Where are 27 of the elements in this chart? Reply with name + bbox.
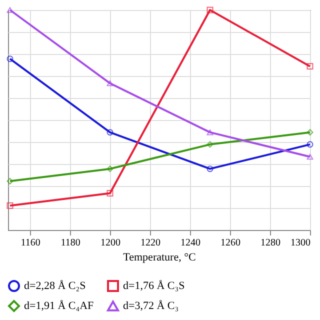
legend-label: d=1,76 Å C₃S	[123, 279, 185, 292]
point	[106, 190, 114, 196]
point	[306, 129, 314, 136]
x-tick-label: 1220	[140, 238, 160, 248]
point	[306, 154, 314, 160]
point	[6, 7, 14, 13]
point	[306, 63, 314, 70]
x-tick-label: 1180	[60, 238, 80, 248]
point	[6, 178, 14, 184]
point	[206, 166, 214, 172]
x-tick-label: 1200	[100, 238, 120, 248]
point	[106, 80, 114, 86]
point	[206, 6, 214, 14]
point	[106, 129, 114, 136]
x-tick-label: 1260	[220, 238, 240, 248]
legend-label: d=1,91 Å C₄AF	[24, 299, 94, 312]
point	[106, 166, 114, 172]
x-tick-label: 1300	[290, 238, 310, 248]
legend-label: d=2,28 Å C₂S	[24, 279, 86, 292]
x-tick-label: 1160	[20, 238, 40, 248]
x-tick-label: 1240	[180, 238, 200, 248]
legend-label: d=3,72 Å C₃	[123, 299, 179, 312]
point	[6, 202, 14, 209]
point	[206, 129, 214, 136]
point	[206, 141, 214, 148]
x-tick-label: 1280	[260, 238, 280, 248]
x-axis-title: Temperature, °C	[123, 252, 196, 264]
